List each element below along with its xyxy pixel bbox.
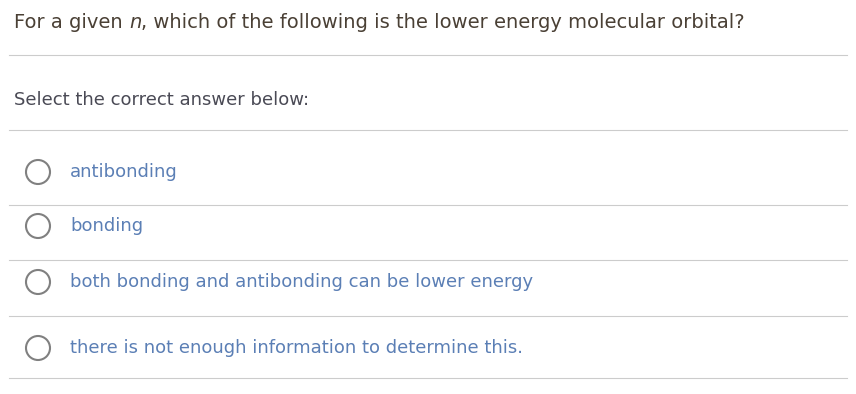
Text: Select the correct answer below:: Select the correct answer below: (14, 91, 309, 109)
Text: n: n (129, 13, 141, 32)
Text: there is not enough information to determine this.: there is not enough information to deter… (70, 339, 523, 357)
Text: both bonding and antibonding can be lower energy: both bonding and antibonding can be lowe… (70, 273, 533, 291)
Text: bonding: bonding (70, 217, 143, 235)
Text: For a given: For a given (14, 13, 129, 32)
Text: , which of the following is the lower energy molecular orbital?: , which of the following is the lower en… (141, 13, 745, 32)
Text: antibonding: antibonding (70, 163, 178, 181)
